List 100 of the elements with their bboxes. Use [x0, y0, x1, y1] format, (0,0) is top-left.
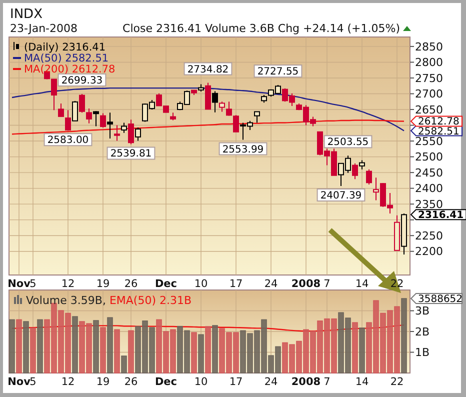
text: 3588652 — [418, 294, 463, 306]
candlestick — [352, 162, 358, 180]
candlestick — [359, 160, 365, 170]
bar — [198, 334, 204, 374]
x-tick-label: 19 — [96, 376, 110, 388]
x-tick-label: 17 — [229, 376, 243, 388]
bar — [121, 356, 127, 374]
x-tick-label: 2008 — [291, 278, 321, 290]
candlestick — [233, 114, 239, 132]
bar — [30, 328, 36, 374]
bar — [359, 328, 365, 374]
candlestick — [79, 93, 85, 114]
bar — [205, 326, 211, 374]
x-tick-label: 24 — [264, 376, 278, 388]
bar — [23, 321, 29, 374]
candlestick — [107, 112, 113, 140]
y-tick-label: 2350 — [415, 198, 443, 211]
data-label: 2612.78 — [418, 116, 460, 128]
y-tick-label: 2450 — [415, 166, 443, 180]
bar — [212, 325, 218, 374]
bar — [9, 319, 15, 374]
legend-label: Volume 3.59B, — [26, 294, 106, 307]
bar — [72, 316, 78, 374]
y-tick-label: 2700 — [415, 88, 443, 101]
x-tick-label: 2008 — [291, 376, 321, 388]
candlestick — [366, 168, 372, 186]
chart-subtitle: 23-Jan-2008 — [10, 22, 78, 35]
x-tick-label: 12 — [61, 376, 75, 388]
x-tick-label: 5 — [30, 376, 36, 388]
y-tick-label: 1B — [415, 346, 430, 360]
candlestick — [212, 90, 218, 113]
annotation: 2503.55 — [327, 137, 369, 148]
x-tick-label: Dec — [154, 376, 178, 388]
y-tick-label: 2750 — [415, 72, 443, 85]
bar — [128, 330, 134, 374]
annotation: 2699.33 — [61, 75, 103, 86]
candlestick — [219, 101, 225, 112]
x-tick-label: 10 — [194, 376, 208, 388]
candlestick — [72, 100, 78, 122]
annotation: 2539.81 — [110, 148, 152, 160]
candlestick — [226, 101, 232, 116]
y-tick-label: 2400 — [415, 182, 443, 196]
candlestick — [93, 110, 99, 127]
candlestick — [135, 126, 141, 142]
y-tick-label: 2850 — [415, 40, 443, 54]
x-tick-label: Dec — [154, 278, 178, 290]
bar — [352, 322, 358, 374]
y-tick-label: 3B — [415, 304, 430, 318]
data-label: 2582.51 — [418, 126, 460, 138]
x-tick-label: 7 — [324, 278, 330, 290]
y-tick-label: 2650 — [415, 103, 443, 116]
chart-title: INDX — [10, 7, 43, 22]
x-tick-label: 26 — [124, 376, 138, 388]
x-tick-label: 26 — [124, 278, 138, 290]
annotation: 2727.55 — [257, 66, 299, 78]
y-tick-label: 2200 — [415, 245, 443, 258]
x-tick-label: 14 — [355, 376, 369, 388]
legend-label: MA(50) 2582.51 — [24, 52, 109, 65]
x-tick-label: 12 — [61, 278, 75, 290]
candlestick — [100, 112, 106, 128]
y-tick-label: 2B — [415, 325, 430, 338]
candlestick — [254, 111, 260, 124]
bar — [401, 298, 407, 374]
y-tick-label: 2500 — [415, 150, 443, 164]
y-tick-label: 2800 — [415, 56, 443, 70]
bar — [114, 329, 120, 374]
x-tick-label: 19 — [96, 278, 110, 290]
annotation: 2407.39 — [320, 190, 362, 202]
x-tick-label: 7 — [324, 376, 330, 388]
legend-label: (Daily) 2316.41 — [24, 42, 106, 54]
y-tick-label: 2550 — [415, 134, 443, 148]
x-tick-label: Nov — [8, 278, 31, 290]
candlestick — [205, 82, 211, 110]
text: 2316.41 — [418, 210, 464, 222]
candlestick — [65, 110, 71, 132]
y-tick-label: 2250 — [415, 229, 443, 242]
series-label: EMA(50) 2.31B — [106, 294, 192, 307]
annotation: 2734.82 — [187, 64, 229, 76]
bar — [37, 319, 43, 374]
candlestick — [121, 122, 127, 134]
bar — [16, 319, 22, 374]
bar — [191, 332, 197, 374]
x-tick-label: 22 — [390, 376, 404, 388]
bar — [100, 327, 106, 374]
x-tick-label: 10 — [194, 278, 208, 290]
candlestick — [58, 103, 64, 118]
text: Close 2316.41 Volume 3.6B Chg +24.14 (+1.05%) — [122, 22, 400, 35]
x-tick-label: 5 — [30, 278, 36, 290]
x-tick-label: 17 — [229, 278, 243, 290]
annotation: 2583.00 — [47, 135, 89, 146]
legend-label: MA(200) 2612.78 — [24, 64, 116, 76]
x-tick-label: 24 — [264, 278, 278, 290]
annotation: 2553.99 — [222, 144, 264, 156]
x-tick-label: Nov — [8, 376, 31, 388]
x-tick-label: 14 — [355, 278, 369, 290]
bar — [107, 317, 113, 374]
candlestick — [86, 108, 92, 124]
bar — [93, 320, 99, 374]
candlestick — [128, 119, 134, 145]
candlestick — [114, 124, 120, 142]
